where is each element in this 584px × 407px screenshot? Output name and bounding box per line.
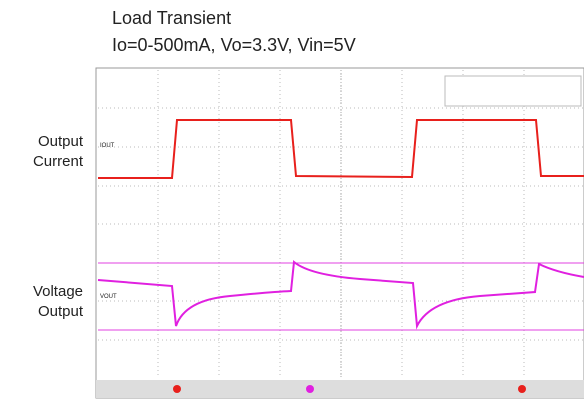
subtitle: Io=0-500mA, Vo=3.3V, Vin=5V <box>112 35 356 55</box>
side-label: Output <box>38 133 84 150</box>
ch-icon <box>518 385 526 393</box>
side-label: Voltage <box>33 283 83 300</box>
side-label: Output <box>38 303 84 320</box>
scope-screen: IOUT VOUT <box>96 68 584 398</box>
ch-icon <box>173 385 181 393</box>
status-bar <box>96 380 584 398</box>
trace-label: VOUT <box>100 294 117 300</box>
trace-label: IOUT <box>100 143 115 149</box>
title: Load Transient <box>112 8 231 28</box>
figure: Load Transient Io=0-500mA, Vo=3.3V, Vin=… <box>0 0 584 402</box>
cursor-readout <box>445 76 581 106</box>
side-label: Current <box>33 153 84 170</box>
ch-icon <box>306 385 314 393</box>
screen-frame <box>96 68 584 398</box>
